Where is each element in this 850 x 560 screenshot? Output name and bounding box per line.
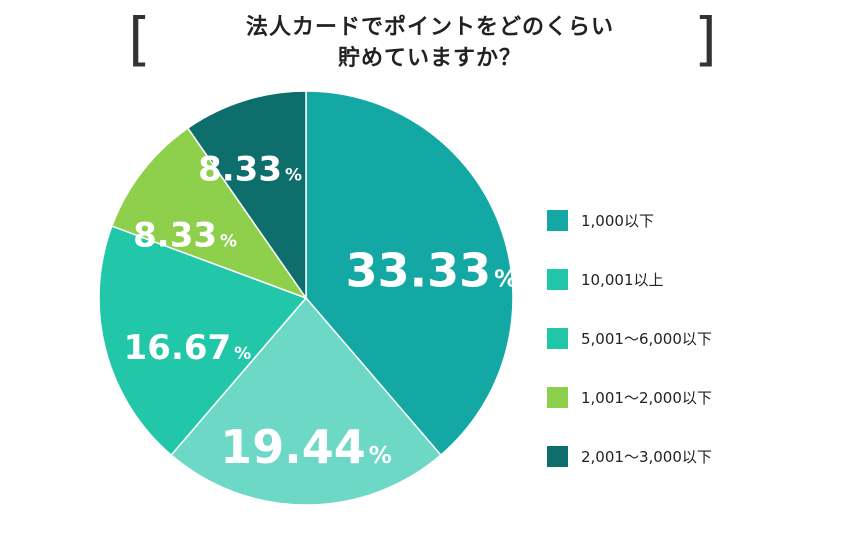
pie-slice-4 (110, 127, 308, 300)
pie-slice-1 (305, 90, 514, 457)
legend-label: 2,001〜3,000以下 (581, 447, 712, 466)
legend-item-2: 10,001以上 (547, 266, 807, 292)
chart-title: 法人カードでポイントをどのくらい 貯めていますか？ (190, 12, 670, 74)
legend-swatch (547, 445, 568, 467)
slice-value-label-5: 8.33% (198, 150, 302, 190)
chart-title-line-1: 法人カードでポイントをどのくらい (245, 15, 614, 40)
legend-label: 1,000以下 (581, 211, 654, 230)
pie-slice-2 (170, 296, 442, 506)
pie-slice-5 (186, 90, 307, 301)
pie-slice-3 (98, 225, 308, 457)
legend-item-4: 1,001〜2,000以下 (547, 384, 807, 410)
title-bracket-left: [ (120, 5, 155, 73)
legend-label: 10,001以上 (581, 270, 664, 289)
slice-value-label-4: 8.33% (133, 215, 237, 255)
legend-item-5: 2,001〜3,000以下 (547, 443, 807, 469)
chart-legend: 1,000以下 10,001以上 5,001〜6,000以下 1,001〜2,000以… (547, 207, 807, 502)
legend-label: 5,001〜6,000以下 (581, 329, 712, 348)
slice-value-label-3: 16.67% (124, 328, 252, 368)
legend-item-3: 5,001〜6,000以下 (547, 325, 807, 351)
legend-swatch (547, 386, 568, 408)
slice-value-label-2: 19.44% (220, 420, 392, 474)
legend-label: 1,001〜2,000以下 (581, 388, 712, 407)
title-bracket-right: ] (690, 5, 725, 73)
legend-swatch (547, 209, 568, 231)
legend-item-1: 1,000以下 (547, 207, 807, 233)
legend-swatch (547, 268, 568, 290)
chart-header: [ 法人カードでポイントをどのくらい 貯めていますか？ ] (0, 0, 850, 80)
chart-title-line-2: 貯めていますか？ (337, 46, 522, 71)
slice-value-label-1: 33.33% (346, 244, 518, 298)
legend-swatch (547, 327, 568, 349)
